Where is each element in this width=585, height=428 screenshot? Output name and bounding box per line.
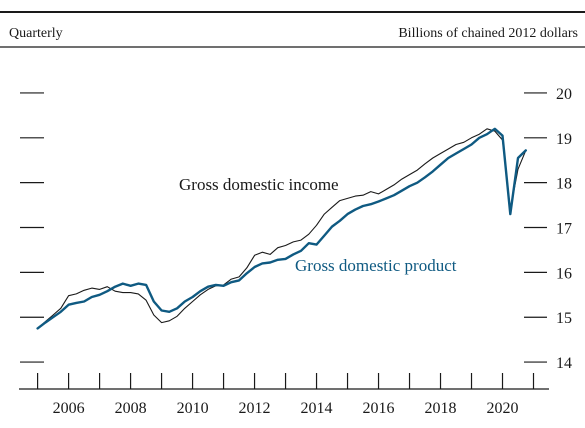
right-y-ticks: 14 15 16 17 18 19 20 [524,86,572,372]
series-line-gross-domestic-product [36,127,527,330]
x-tick-label-2010: 2010 [177,400,209,417]
x-tick-label-2016: 2016 [363,400,395,417]
header-frequency-label: Quarterly [9,26,63,41]
x-tick-label-2006: 2006 [53,400,85,417]
x-tick-label-2020: 2020 [487,400,519,417]
y-tick-label-19: 19 [556,131,572,148]
x-tick-label-2008: 2008 [115,400,147,417]
y-tick-label-16: 16 [556,265,572,282]
x-tick-label-2014: 2014 [301,400,333,417]
x-axis-ticks: 2006 2008 2010 2012 2014 2016 2018 2020 [36,373,535,417]
series-layer [36,127,527,330]
x-tick-label-2012: 2012 [239,400,271,417]
y-tick-label-17: 17 [556,221,572,238]
y-tick-label-20: 20 [556,86,572,103]
series-label-gross-domestic-income: Gross domestic income [179,175,339,194]
y-tick-label-15: 15 [556,310,572,327]
x-tick-label-2018: 2018 [425,400,457,417]
y-tick-label-14: 14 [556,355,572,372]
header-units-label: Billions of chained 2012 dollars [398,26,578,41]
y-tick-label-18: 18 [556,176,572,193]
left-y-ticks [20,92,44,363]
series-label-gross-domestic-product: Gross domestic product [295,256,457,275]
series-line-gross-domestic-income [37,128,527,329]
